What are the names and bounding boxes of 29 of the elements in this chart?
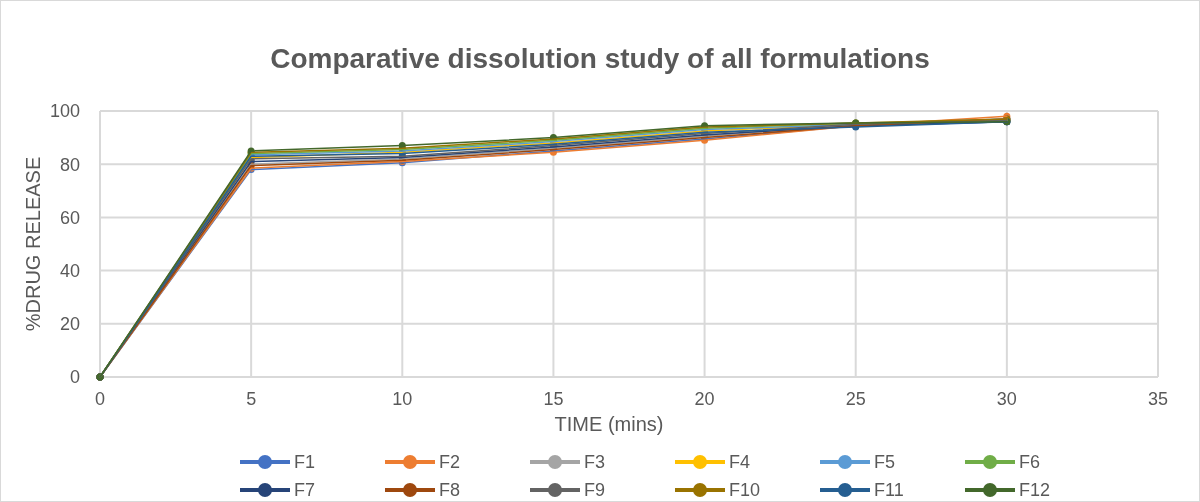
legend-label: F4 [729,452,751,473]
y-tick-label: 60 [59,207,80,228]
x-axis-title: TIME (mins) [554,413,664,435]
y-tick-label: 20 [59,314,80,335]
legend-label: F9 [584,480,606,501]
y-tick-label: 0 [69,367,80,388]
legend-label: F8 [439,480,461,501]
legend-label: F5 [874,452,896,473]
chart-title: Comparative dissolution study of all formulations [270,43,930,74]
x-tick-label: 35 [1147,389,1169,409]
x-tick-label: 10 [392,389,413,409]
legend-label: F1 [294,452,316,473]
legend-label: F12 [1019,480,1051,501]
x-tick-label: 20 [694,389,715,409]
x-tick-label: 15 [543,389,564,409]
legend-label: F10 [729,480,761,501]
legend-label: F3 [584,452,606,473]
x-tick-label: 30 [996,389,1017,409]
x-tick-label: 5 [246,389,257,409]
y-tick-label: 40 [59,260,80,281]
y-axis-title: %DRUG RELEASE [22,156,44,332]
x-tick-label: 25 [845,389,866,409]
y-tick-label: 80 [59,154,80,175]
legend-label: F11 [874,480,904,501]
legend-label: F6 [1019,452,1041,473]
x-tick-label: 0 [94,389,106,409]
legend-label: F7 [294,480,316,501]
y-tick-label: 100 [49,101,80,122]
legend-label: F2 [439,452,461,473]
